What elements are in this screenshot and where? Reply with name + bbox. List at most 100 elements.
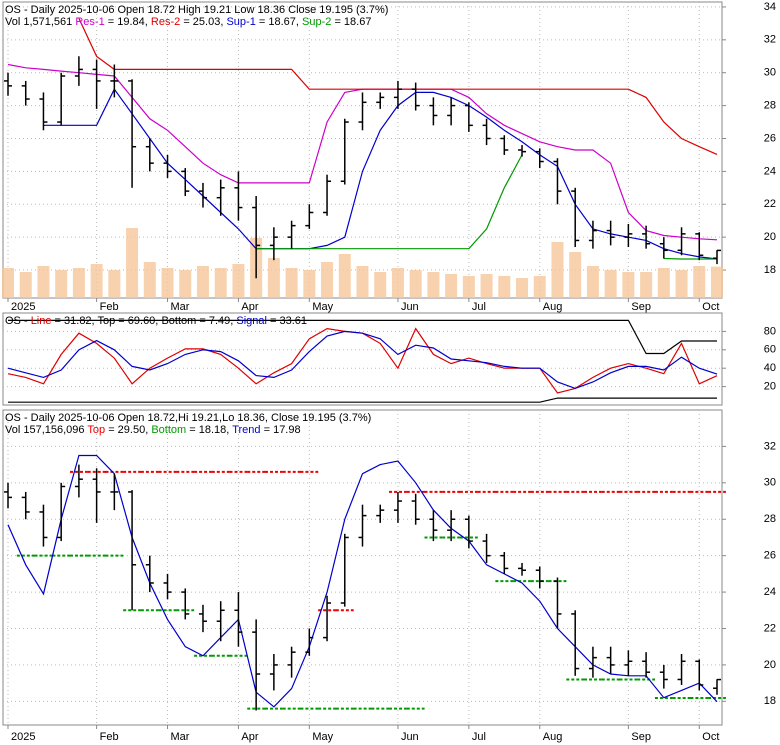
- x-tick-label: May: [312, 731, 333, 743]
- legend-text: Signal: [236, 315, 267, 327]
- legend-text: = 29.50,: [108, 424, 148, 436]
- y-tick-label: 24: [764, 165, 776, 177]
- volume-bar: [711, 266, 723, 298]
- volume-bar: [285, 268, 298, 298]
- legend-text: Line: [31, 315, 52, 327]
- y-tick-label: 40: [764, 362, 776, 374]
- volume-bar: [214, 268, 227, 298]
- volume-bar: [179, 270, 192, 298]
- legend: OS - Line = 31.82, Top = 69.60, Bottom =…: [5, 315, 307, 327]
- legend-text: = 18.67: [334, 16, 371, 28]
- volume-bar: [90, 264, 103, 298]
- indicator-line: [43, 88, 718, 260]
- volume-bar: [143, 262, 156, 298]
- volume-bar: [533, 276, 546, 298]
- y-tick-label: 20: [764, 231, 776, 243]
- volume-bar: [267, 258, 280, 298]
- volume-bar: [161, 268, 174, 298]
- volume-bar: [303, 270, 316, 298]
- volume-bar: [321, 262, 334, 298]
- legend-text: Res-2: [151, 16, 180, 28]
- volume-bar: [445, 274, 458, 298]
- indicator-line: [7, 330, 718, 390]
- x-tick-label: May: [312, 301, 333, 313]
- legend-text: Res-1: [75, 16, 104, 28]
- x-tick-label: 2025: [11, 731, 35, 743]
- legend: Vol 157,156,096 Top = 29.50, Bottom = 18…: [5, 424, 301, 436]
- legend-text: = 19.84,: [108, 16, 148, 28]
- y-tick-label: 24: [764, 586, 776, 598]
- x-tick-label: Sep: [631, 301, 651, 313]
- legend-text: = 31.82,: [55, 315, 95, 327]
- volume-bar: [55, 270, 68, 298]
- volume-bar: [374, 272, 387, 298]
- x-tick-label: Oct: [702, 301, 719, 313]
- volume-bar: [480, 274, 493, 298]
- y-tick-label: 26: [764, 132, 776, 144]
- y-tick-label: 22: [764, 198, 776, 210]
- legend-text: Vol 1,571,561: [5, 16, 72, 28]
- indicator-line: [256, 154, 717, 260]
- legend: Vol 1,571,561 Res-1 = 19.84, Res-2 = 25.…: [5, 16, 371, 28]
- volume-bar: [72, 268, 85, 298]
- chart-title: OS - Daily 2025-10-06 Open 18.72,Hi 19.2…: [5, 412, 371, 424]
- volume-bar: [516, 278, 529, 298]
- legend-text: = 69.60,: [118, 315, 158, 327]
- y-tick-label: 60: [764, 344, 776, 356]
- indicator-line: [7, 327, 718, 394]
- x-tick-label: Mar: [171, 731, 190, 743]
- volume-bar: [498, 276, 511, 298]
- legend-text: = 7.49,: [199, 315, 233, 327]
- volume-bar: [232, 264, 245, 298]
- volume-bar: [391, 268, 404, 298]
- y-tick-label: 20: [764, 659, 776, 671]
- volume-bar: [693, 266, 706, 298]
- y-tick-label: 28: [764, 513, 776, 525]
- legend-text: = 25.03,: [183, 16, 223, 28]
- volume-bar: [427, 272, 440, 298]
- legend-text: Top: [97, 315, 115, 327]
- legend-text: = 18.18,: [189, 424, 229, 436]
- x-tick-label: Jun: [401, 731, 419, 743]
- volume-bar: [569, 252, 582, 298]
- volume-bar: [338, 254, 351, 298]
- y-tick-label: 30: [764, 477, 776, 489]
- legend-text: Bottom: [151, 424, 186, 436]
- volume-bar: [2, 268, 14, 298]
- y-tick-label: 30: [764, 67, 776, 79]
- x-tick-label: Jun: [401, 301, 419, 313]
- x-tick-label: Jul: [472, 731, 486, 743]
- volume-bar: [19, 272, 32, 298]
- legend-text: Trend: [232, 424, 260, 436]
- volume-bar: [586, 266, 599, 298]
- x-tick-label: 2025: [11, 301, 35, 313]
- legend-text: Sup-1: [226, 16, 255, 28]
- legend-text: OS -: [5, 315, 28, 327]
- legend-text: Sup-2: [302, 16, 331, 28]
- y-tick-label: 32: [764, 440, 776, 452]
- y-tick-label: 32: [764, 34, 776, 46]
- volume-bar: [356, 266, 369, 298]
- y-tick-label: 18: [764, 264, 776, 276]
- y-tick-label: 20: [764, 381, 776, 393]
- volume-bar: [409, 270, 422, 298]
- legend-text: Top: [87, 424, 105, 436]
- indicator-line: [7, 454, 718, 708]
- y-tick-label: 18: [764, 695, 776, 707]
- plot-frame: [2, 312, 723, 406]
- volume-bar: [604, 270, 617, 298]
- volume-bar: [675, 270, 688, 298]
- legend-text: Bottom: [161, 315, 196, 327]
- y-tick-label: 80: [764, 325, 776, 337]
- x-tick-label: Sep: [631, 731, 651, 743]
- volume-bar: [551, 242, 564, 298]
- legend-text: = 33.61: [270, 315, 307, 327]
- volume-bar: [37, 266, 50, 298]
- x-tick-label: Apr: [241, 731, 258, 743]
- x-tick-label: Mar: [171, 301, 190, 313]
- y-tick-label: 34: [764, 1, 776, 13]
- indicator-line: [8, 319, 717, 355]
- legend-text: = 17.98: [264, 424, 301, 436]
- legend-text: Vol 157,156,096: [5, 424, 85, 436]
